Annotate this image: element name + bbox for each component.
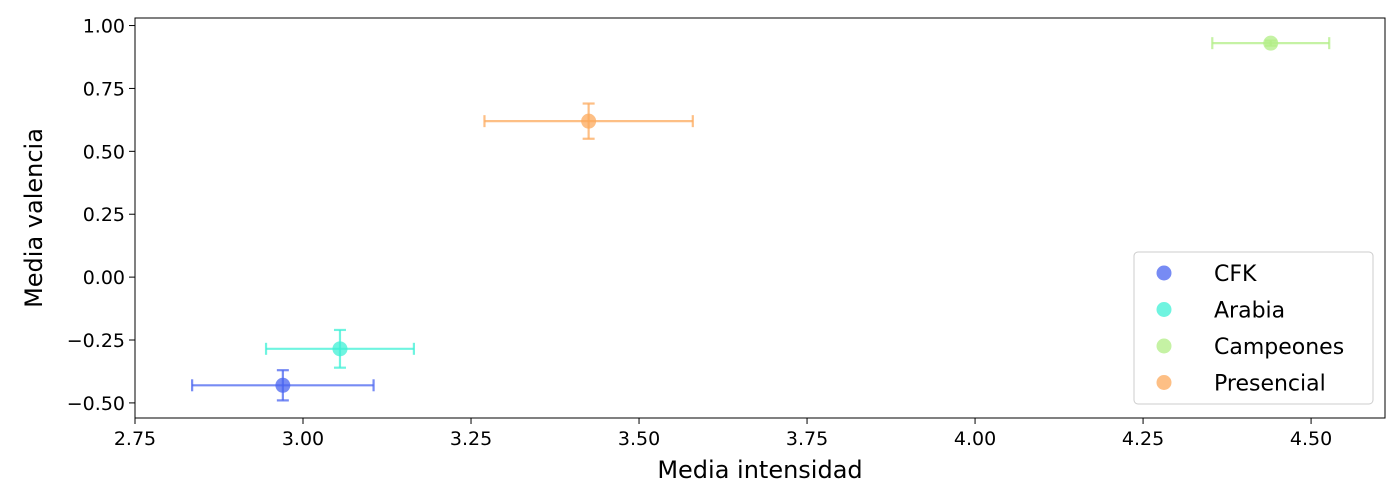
x-tick-label: 4.00 [954,428,996,450]
x-tick-label: 3.75 [786,428,828,450]
legend-marker [1156,375,1172,390]
x-tick-label: 3.00 [282,428,324,450]
legend-label: CFK [1214,262,1257,287]
data-point [581,113,597,129]
y-tick-label: −0.50 [67,393,125,415]
series-presencial [483,102,694,140]
y-tick-label: −0.25 [67,330,125,352]
legend-label: Campeones [1214,335,1344,360]
legend-label: Presencial [1214,372,1326,397]
x-tick-label: 2.75 [114,428,156,450]
x-tick-label: 4.25 [1122,428,1164,450]
legend: CFK Arabia Campeones Presencial [1133,251,1374,405]
chart-marks [191,35,1331,402]
legend-marker [1156,265,1172,281]
x-axis: 2.75 3.00 3.25 3.50 3.75 4.00 4.25 4.50 [114,418,1332,450]
y-axis: −0.50 −0.25 0.00 0.25 0.50 0.75 1.00 [67,16,135,415]
y-tick-label: 1.00 [83,16,125,38]
series-arabia [264,328,415,369]
data-point [332,341,348,357]
x-tick-label: 3.50 [618,428,660,450]
y-tick-label: 0.25 [83,204,125,226]
legend-box [1133,251,1374,405]
y-tick-label: 0.50 [83,141,125,163]
data-point [275,377,291,393]
data-point [1263,35,1279,51]
series-cfk [191,369,375,402]
y-tick-label: 0.00 [83,267,125,289]
x-axis-label: Media intensidad [657,456,862,484]
plot-frame [134,17,1386,419]
y-axis-label: Media valencia [20,128,48,308]
legend-marker [1156,302,1172,317]
x-tick-label: 4.50 [1290,428,1332,450]
y-tick-label: 0.75 [83,78,125,100]
legend-label: Arabia [1214,299,1285,324]
legend-marker [1156,338,1172,354]
series-campeones [1211,35,1331,51]
x-tick-label: 3.25 [450,428,492,450]
